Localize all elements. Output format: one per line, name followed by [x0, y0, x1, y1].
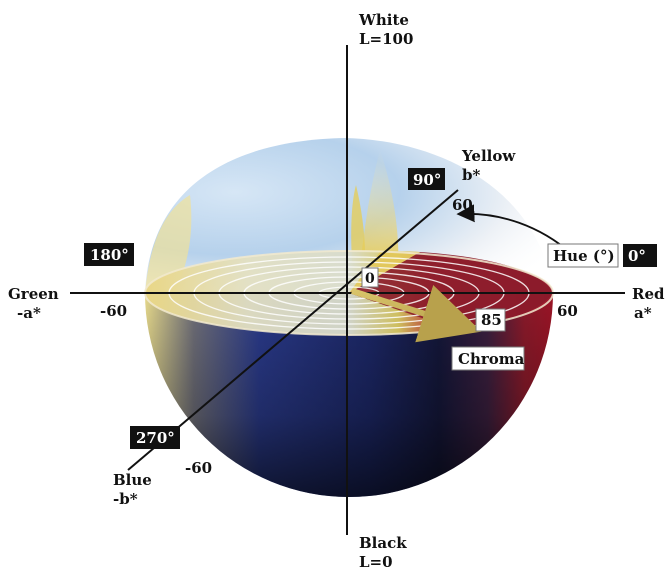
black-l-label: L=0	[359, 553, 393, 571]
yellow-b-label: b*	[462, 166, 480, 184]
top-yellow-spike-right	[351, 185, 366, 265]
angle-180-box	[84, 243, 134, 266]
white-l-label: L=100	[359, 30, 413, 48]
angle-270-label: 270°	[136, 429, 175, 447]
tick-yellow-60: 60	[452, 196, 473, 214]
hue-label: Hue (°)	[553, 247, 615, 265]
tick-red-60: 60	[557, 302, 578, 320]
hue-box	[547, 243, 619, 268]
chroma-value-box	[475, 308, 506, 332]
top-yellow-spike	[360, 150, 399, 268]
b-axis	[127, 189, 459, 471]
origin-box	[361, 267, 379, 288]
chroma-arrow	[351, 285, 482, 343]
lower-hemisphere-shade	[145, 293, 553, 497]
yellow-label: Yellow	[461, 147, 516, 165]
tick-blue-neg60: -60	[185, 459, 212, 477]
red-a-label: a*	[634, 304, 652, 322]
origin-label: 0	[365, 271, 375, 287]
red-label: Red	[632, 285, 665, 303]
white-label: White	[358, 11, 409, 29]
chroma-value: 85	[481, 311, 502, 329]
angle-90-box	[408, 168, 445, 190]
black-label: Black	[359, 534, 407, 552]
green-label: Green	[8, 285, 59, 303]
angle-90-label: 90°	[413, 171, 441, 189]
angle-0-label: 0°	[628, 247, 646, 265]
tick-green-neg60: -60	[100, 302, 127, 320]
green-a-label: -a*	[17, 304, 41, 322]
blue-b-label: -b*	[113, 490, 138, 508]
angle-180-label: 180°	[90, 246, 129, 264]
blue-label: Blue	[113, 471, 152, 489]
chroma-label: Chroma	[458, 350, 525, 368]
angle-270-box	[130, 426, 180, 449]
chroma-box	[451, 346, 525, 371]
angle-0-box	[623, 244, 657, 267]
top-hemisphere-shading	[145, 138, 553, 293]
